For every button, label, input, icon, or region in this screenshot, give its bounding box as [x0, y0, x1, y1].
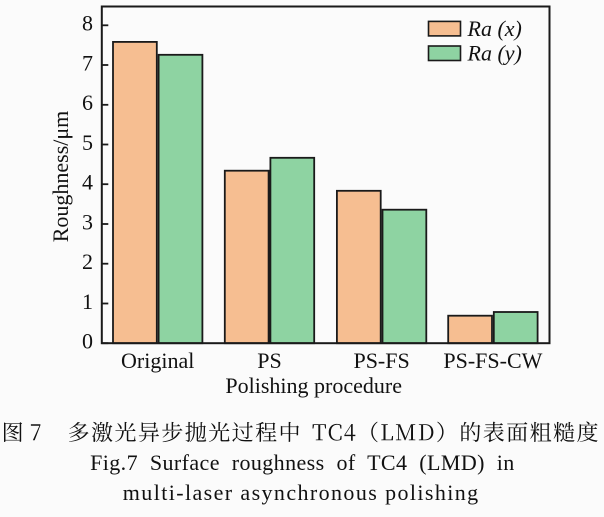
svg-text:Roughness/μm: Roughness/μm [48, 111, 73, 243]
svg-text:Polishing procedure: Polishing procedure [225, 373, 402, 398]
svg-text:PS: PS [257, 348, 281, 373]
svg-text:Original: Original [121, 348, 194, 373]
svg-text:1: 1 [82, 289, 93, 314]
svg-text:Ra (x): Ra (x) [467, 16, 522, 41]
svg-text:Ra (y): Ra (y) [467, 41, 522, 66]
svg-text:2: 2 [82, 249, 93, 274]
svg-text:PS-FS-CW: PS-FS-CW [443, 348, 542, 373]
svg-text:6: 6 [82, 90, 93, 115]
svg-text:Fig.7 Surface roughness of TC4: Fig.7 Surface roughness of TC4 (LMD) in [90, 450, 515, 475]
svg-text:PS-FS: PS-FS [353, 348, 409, 373]
svg-text:8: 8 [82, 11, 93, 36]
svg-text:5: 5 [82, 130, 93, 155]
svg-text:7: 7 [82, 50, 93, 75]
svg-text:0: 0 [82, 329, 93, 354]
svg-text:multi-laser asynchronous polis: multi-laser asynchronous polishing [123, 480, 480, 505]
svg-text:4: 4 [82, 170, 93, 195]
svg-text:3: 3 [82, 209, 93, 234]
